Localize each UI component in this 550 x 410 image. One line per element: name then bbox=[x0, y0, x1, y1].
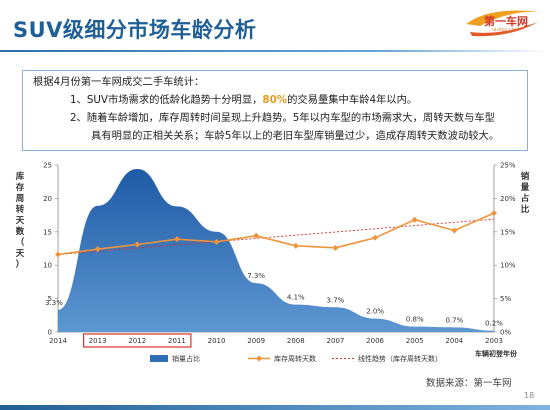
line-point-marker bbox=[491, 210, 497, 217]
y-left-axis-title: 周 bbox=[16, 193, 25, 204]
page-title: SUV级细分市场车龄分析 bbox=[13, 18, 257, 42]
y-left-axis-title: ） bbox=[16, 259, 25, 270]
y-right-tick-label: 15% bbox=[500, 228, 516, 236]
legend-swatch-area bbox=[150, 355, 168, 362]
area-data-label: 18.8% bbox=[166, 195, 189, 203]
x-tick-label: 2011 bbox=[168, 337, 186, 345]
summary-box: 根据4月份第一车网成交二手车统计： 1、SUV市场需求的低龄化趋势十分明显，80… bbox=[22, 70, 528, 151]
legend-marker-line bbox=[256, 355, 262, 362]
chart: 0 5 10 15 20 25 0% 5% 10% 15% 20% 25% 3.3% 18.9% 24.4%… bbox=[15, 158, 530, 363]
y-left-axis-title: 天 bbox=[16, 249, 25, 259]
y-left-axis-title: 转 bbox=[16, 204, 25, 215]
x-tick-label: 2003 bbox=[485, 337, 503, 345]
y-right-tick-label: 10% bbox=[500, 262, 516, 270]
title-divider bbox=[0, 50, 550, 52]
area-data-label: 3.3% bbox=[45, 299, 63, 307]
line-point-marker bbox=[213, 238, 220, 245]
car-logo-icon bbox=[466, 10, 540, 37]
logo-text: 第一车网 bbox=[484, 15, 528, 28]
summary-point-2-line-2: 具有明显的正相关关系；车龄5年以上的老旧车型库销量过少，造成存周转天数波动较大。 bbox=[91, 130, 500, 142]
footer-bar bbox=[0, 405, 550, 410]
line-point-marker bbox=[173, 236, 180, 243]
x-tick-label: 2009 bbox=[247, 337, 265, 345]
x-tick-label: 2013 bbox=[89, 337, 107, 345]
point-1-highlight: 80% bbox=[262, 94, 288, 106]
area-data-label: 0.8% bbox=[406, 316, 424, 324]
series-area-sales-share bbox=[58, 169, 494, 332]
y-left-axis-title: 库 bbox=[16, 171, 25, 182]
y-right-tick-label: 20% bbox=[500, 195, 516, 203]
series-trend-line bbox=[57, 218, 495, 255]
y-left-tick-label: 10 bbox=[43, 262, 52, 270]
y-left-axis-title: 数 bbox=[16, 226, 25, 237]
x-tick-label: 2005 bbox=[406, 337, 424, 345]
point-1-prefix: 1、SUV市场需求的低龄化趋势十分明显， bbox=[70, 94, 263, 106]
y-left-tick-label: 15 bbox=[43, 228, 52, 236]
area-data-label: 0.7% bbox=[445, 316, 463, 324]
x-tick-label: 2008 bbox=[287, 337, 305, 345]
legend-label-area: 销量占比 bbox=[172, 354, 200, 363]
area-data-label: 2.0% bbox=[366, 308, 384, 316]
line-point-marker bbox=[94, 246, 101, 253]
area-data-label: 0.2% bbox=[485, 320, 503, 328]
x-tick-label: 2014 bbox=[49, 337, 67, 345]
y-left-tick-label: 5 bbox=[48, 295, 52, 303]
y-left-axis-title: （ bbox=[16, 237, 25, 248]
y-right-axis-title: 比 bbox=[521, 204, 530, 215]
line-point-marker bbox=[411, 216, 418, 223]
series-line-turnover-days bbox=[57, 212, 495, 256]
legend-label-trend: 线性趋势（库存周转天数） bbox=[358, 354, 442, 363]
y-right-tick-label: 5% bbox=[500, 295, 511, 303]
y-left-axis-title: 天 bbox=[16, 216, 25, 226]
line-point-marker bbox=[253, 232, 260, 239]
line-point-marker bbox=[55, 251, 61, 258]
highlight-box bbox=[83, 333, 192, 348]
area-data-label: 7.3% bbox=[247, 272, 265, 280]
data-source: 数据来源：第一车网 bbox=[426, 378, 512, 389]
y-right-tick-label: 25% bbox=[500, 162, 516, 170]
legend-label-line: 库存周转天数 bbox=[274, 354, 316, 363]
area-data-label: 3.7% bbox=[327, 296, 345, 304]
x-tick-label: 2006 bbox=[366, 337, 384, 345]
summary-intro: 根据4月份第一车网成交二手车统计： bbox=[33, 76, 205, 88]
x-tick-label: 2010 bbox=[208, 337, 226, 345]
x-axis-title: 车辆初登年份 bbox=[475, 349, 518, 358]
area-data-label: 4.1% bbox=[287, 294, 305, 302]
y-left-axis-title: 存 bbox=[15, 182, 25, 193]
x-tick-label: 2007 bbox=[327, 337, 345, 345]
y-left-tick-label: 20 bbox=[43, 195, 52, 203]
y-right-tick-label: 0% bbox=[500, 329, 511, 337]
x-tick-label: 2012 bbox=[128, 337, 146, 345]
y-left-tick-label: 0 bbox=[48, 329, 52, 337]
line-point-marker bbox=[332, 244, 339, 251]
logo-subtext: iautos.cn bbox=[492, 27, 515, 33]
x-tick-label: 2004 bbox=[445, 337, 463, 345]
y-right-axis-title: 销 bbox=[521, 171, 530, 182]
area-data-label: 15.0% bbox=[205, 221, 228, 229]
line-point-marker bbox=[451, 227, 458, 234]
summary-point-2-line-1: 2、随着车龄增加，库存周转时间呈现上升趋势。5年以内车型的市场需求大，周转天数与… bbox=[70, 112, 495, 124]
y-right-axis-title: 占 bbox=[521, 193, 530, 204]
point-1-suffix: 的交易量集中车龄4年以内。 bbox=[287, 94, 418, 106]
summary-point-1: 1、SUV市场需求的低龄化趋势十分明显，80%的交易量集中车龄4年以内。 bbox=[33, 91, 527, 109]
page-number: 18 bbox=[524, 391, 535, 400]
area-data-label: 24.4% bbox=[126, 158, 149, 166]
line-point-marker bbox=[372, 234, 379, 241]
line-point-marker bbox=[292, 242, 299, 249]
area-data-label: 18.9% bbox=[87, 195, 110, 203]
y-left-tick-label: 25 bbox=[43, 162, 52, 170]
line-point-marker bbox=[134, 241, 141, 248]
y-right-axis-title: 量 bbox=[521, 182, 530, 193]
header-bar: SUV级细分市场车龄分析 第一车网 iautos.cn bbox=[0, 0, 550, 62]
